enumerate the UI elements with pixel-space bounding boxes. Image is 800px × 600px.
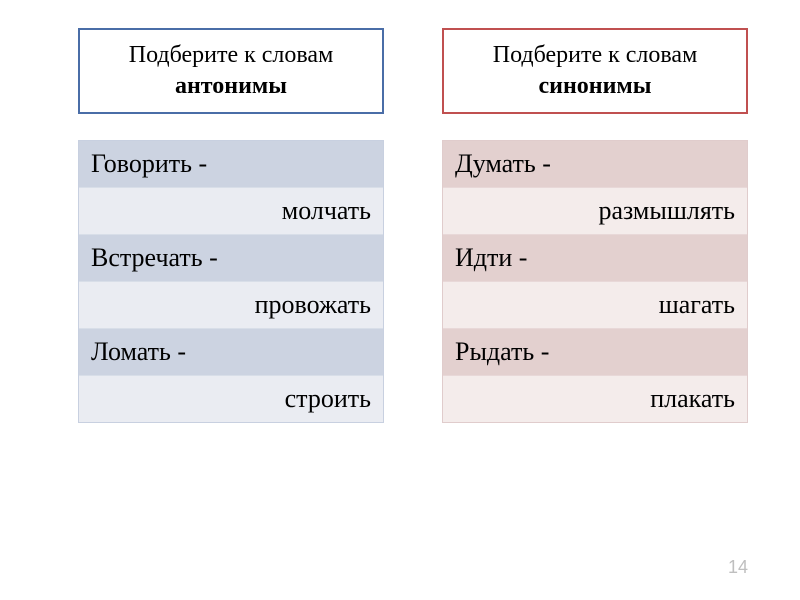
synonyms-header-line1: Подберите к словам <box>452 40 738 71</box>
left-column: Подберите к словам антонимы Говорить - м… <box>78 28 384 423</box>
synonyms-header-line2: синонимы <box>452 71 738 102</box>
table-row: Говорить - <box>79 141 383 188</box>
antonyms-header-line2: антонимы <box>88 71 374 102</box>
table-row: строить <box>79 376 383 422</box>
table-row: Рыдать - <box>443 329 747 376</box>
antonyms-table: Говорить - молчать Встречать - провожать… <box>78 140 384 423</box>
main-container: Подберите к словам антонимы Говорить - м… <box>0 0 800 423</box>
synonyms-table: Думать - размышлять Идти - шагать Рыдать… <box>442 140 748 423</box>
table-row: плакать <box>443 376 747 422</box>
page-number: 14 <box>728 557 748 578</box>
synonyms-header: Подберите к словам синонимы <box>442 28 748 114</box>
antonyms-header-line1: Подберите к словам <box>88 40 374 71</box>
right-column: Подберите к словам синонимы Думать - раз… <box>442 28 748 423</box>
table-row: Думать - <box>443 141 747 188</box>
table-row: молчать <box>79 188 383 235</box>
table-row: Идти - <box>443 235 747 282</box>
table-row: Ломать - <box>79 329 383 376</box>
table-row: шагать <box>443 282 747 329</box>
table-row: провожать <box>79 282 383 329</box>
antonyms-header: Подберите к словам антонимы <box>78 28 384 114</box>
table-row: Встречать - <box>79 235 383 282</box>
table-row: размышлять <box>443 188 747 235</box>
